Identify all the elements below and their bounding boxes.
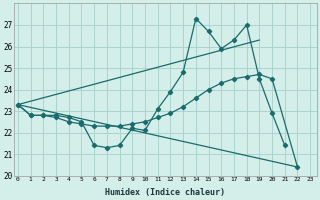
X-axis label: Humidex (Indice chaleur): Humidex (Indice chaleur)	[105, 188, 225, 197]
